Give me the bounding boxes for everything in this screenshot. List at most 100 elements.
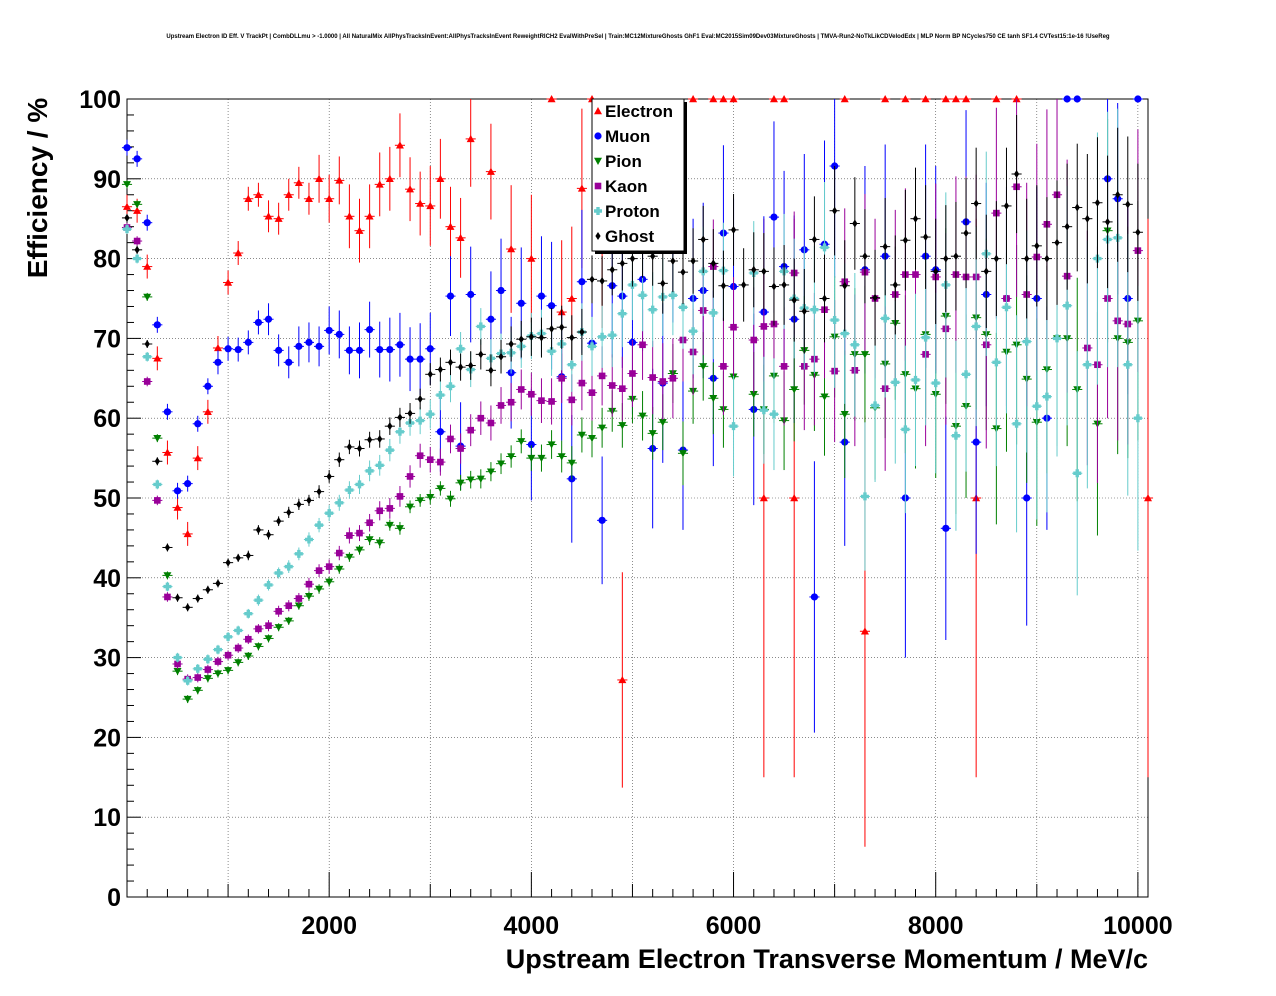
point-proton (153, 480, 162, 489)
point-muon (517, 299, 525, 307)
point-proton (395, 427, 404, 436)
point-electron (769, 95, 778, 103)
x-axis: 2000 4000 6000 8000 10000 (146, 872, 1173, 940)
point-proton (234, 626, 243, 635)
point-muon (1134, 95, 1142, 103)
point-kaon (659, 378, 667, 385)
point-muon (264, 315, 273, 323)
point-pion (820, 393, 829, 401)
point-pion (385, 521, 394, 530)
point-pion (527, 454, 536, 463)
point-pion (598, 424, 607, 432)
point-muon (527, 440, 535, 449)
point-pion (234, 659, 243, 667)
point-pion (436, 485, 445, 493)
legend-marker-pion (594, 157, 602, 165)
point-muon (366, 326, 374, 334)
point-muon (295, 342, 303, 350)
point-pion (203, 675, 212, 683)
point-proton (618, 309, 627, 318)
point-proton (163, 582, 172, 591)
point-ghost (417, 395, 423, 404)
legend-marker-proton (594, 207, 602, 215)
point-electron (315, 174, 324, 182)
point-muon (163, 408, 172, 416)
point-proton (1123, 360, 1132, 369)
point-ghost (670, 256, 676, 265)
point-proton (294, 549, 303, 558)
point-muon (1073, 95, 1081, 103)
point-proton (1022, 337, 1031, 346)
point-kaon (194, 674, 202, 681)
point-ghost (397, 413, 403, 422)
point-kaon (234, 644, 242, 652)
point-electron (577, 184, 586, 192)
point-proton (810, 305, 819, 314)
point-proton (1063, 301, 1072, 310)
y-tick-label: 100 (79, 86, 121, 114)
point-pion (486, 468, 495, 476)
point-proton (385, 446, 394, 455)
point-ghost (609, 265, 615, 274)
point-proton (365, 466, 374, 475)
point-ghost (437, 365, 443, 374)
point-proton (1053, 334, 1062, 343)
point-kaon (426, 456, 434, 463)
point-kaon (760, 323, 768, 330)
point-ghost (751, 265, 757, 274)
point-ghost (902, 236, 908, 245)
point-ghost (741, 280, 747, 289)
point-ghost (144, 339, 150, 348)
point-electron (921, 95, 930, 103)
point-ghost (488, 366, 494, 375)
point-muon (194, 420, 202, 428)
point-muon (244, 338, 252, 346)
point-ghost (265, 530, 272, 539)
point-ghost (650, 252, 656, 261)
legend-label-pion: Pion (605, 152, 642, 171)
point-pion (476, 475, 485, 483)
point-ghost (761, 267, 767, 276)
point-ghost (356, 444, 363, 453)
point-ghost (862, 252, 868, 261)
point-proton (1133, 414, 1142, 423)
point-muon (497, 286, 505, 295)
point-ghost (387, 422, 393, 431)
point-electron (264, 212, 273, 220)
point-electron (406, 185, 415, 193)
point-ghost (215, 579, 221, 588)
point-ghost (124, 213, 130, 222)
point-electron (355, 226, 364, 234)
point-pion (426, 494, 435, 502)
point-proton (891, 378, 900, 387)
point-pion (547, 441, 556, 449)
point-electron (547, 95, 556, 103)
point-proton (173, 653, 182, 662)
point-ghost (933, 267, 939, 276)
point-electron (729, 95, 738, 103)
point-pion (213, 670, 222, 678)
point-kaon (467, 426, 475, 434)
point-muon (467, 290, 475, 299)
point-pion (244, 652, 253, 661)
point-kaon (568, 396, 576, 404)
series-ghost (121, 114, 1143, 612)
point-muon (426, 345, 434, 353)
point-kaon (619, 385, 626, 392)
point-ghost (154, 457, 160, 466)
point-kaon (164, 593, 171, 601)
point-ghost (1054, 238, 1060, 247)
point-kaon (224, 651, 232, 659)
point-proton (304, 535, 313, 544)
point-proton (759, 406, 768, 415)
point-proton (123, 225, 131, 234)
point-proton (608, 331, 617, 340)
point-pion (133, 201, 142, 209)
point-pion (860, 351, 869, 359)
point-ghost (195, 594, 201, 603)
point-electron (962, 95, 971, 103)
legend-label-electron: Electron (605, 102, 673, 121)
point-muon (416, 355, 424, 363)
point-proton (830, 316, 839, 325)
